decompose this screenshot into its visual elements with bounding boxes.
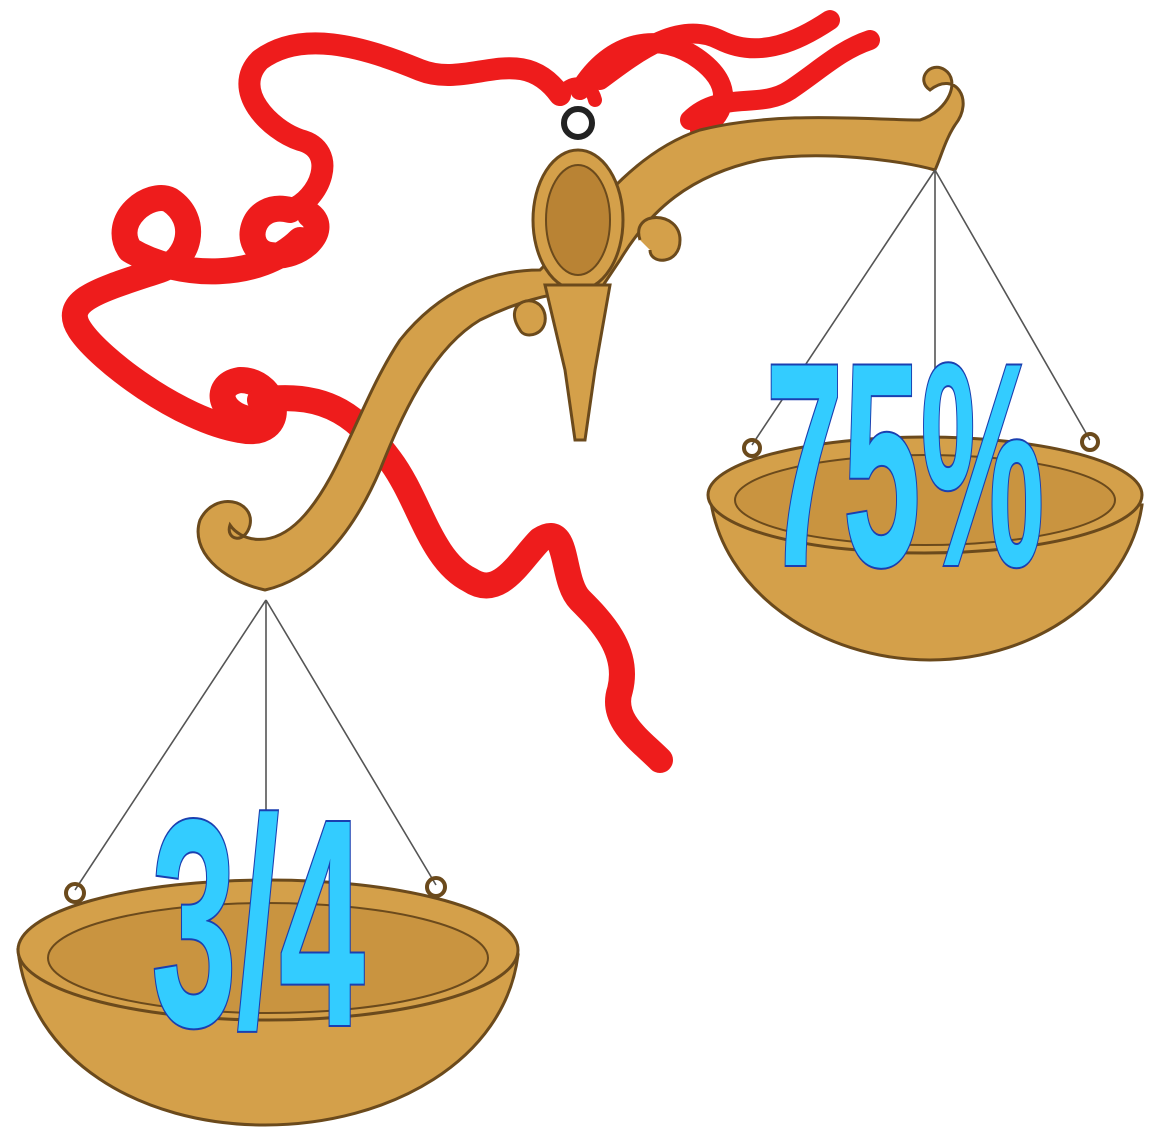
right-pan-label: 75% (766, 304, 1045, 628)
page: 75% 3/4 (() => { const data = JSON.parse… (0, 0, 1155, 1138)
hanger-ring (564, 109, 592, 137)
left-pan-label: 3/4 (151, 758, 364, 1088)
scale-illustration: 75% 3/4 (0, 0, 1155, 1138)
